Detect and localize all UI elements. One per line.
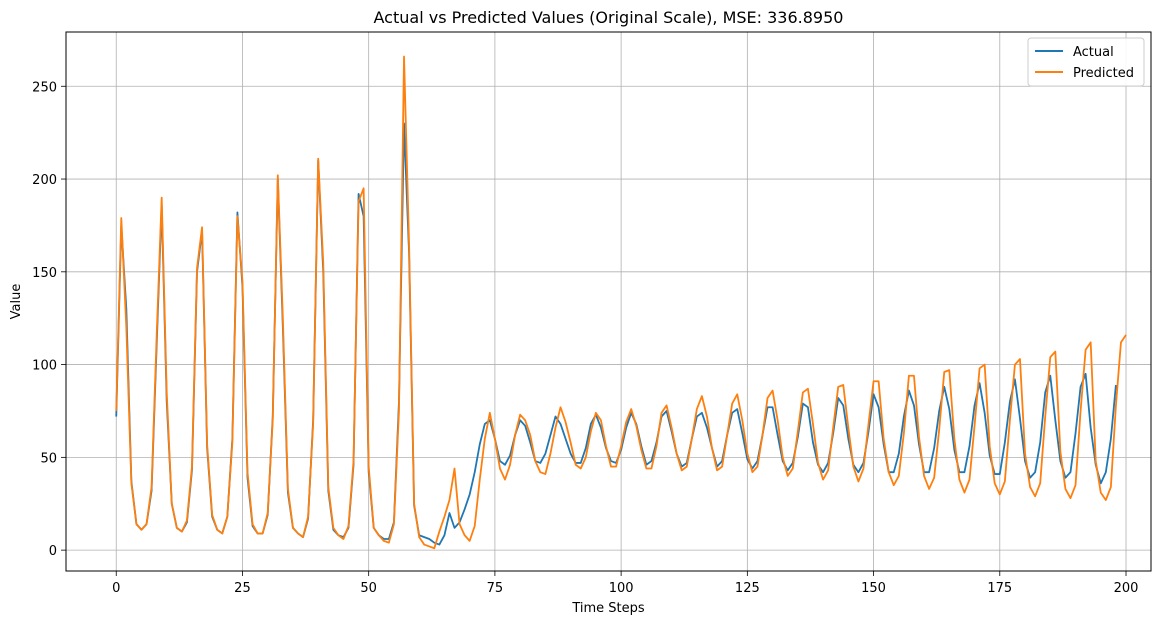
legend-label-predicted: Predicted: [1073, 66, 1134, 81]
x-tick-label: 150: [861, 581, 886, 596]
series-lines: [115, 55, 1127, 550]
chart-title: Actual vs Predicted Values (Original Sca…: [374, 8, 844, 27]
y-tick-label: 50: [40, 451, 57, 466]
x-tick-label: 175: [987, 581, 1012, 596]
x-tick-label: 25: [234, 581, 251, 596]
legend: Actual Predicted: [1027, 37, 1145, 87]
y-tick-label: 100: [32, 359, 57, 374]
legend-label-actual: Actual: [1073, 45, 1114, 60]
y-tick-label: 250: [32, 80, 57, 95]
y-tick-label: 150: [32, 266, 57, 281]
x-tick-label: 200: [1114, 581, 1139, 596]
x-tick-label: 75: [487, 581, 504, 596]
x-tick-label: 50: [360, 581, 377, 596]
x-tick-label: 100: [609, 581, 634, 596]
series-line-predicted: [115, 55, 1127, 550]
plot-frame: [65, 31, 1152, 572]
y-axis-ticks: 0 50 100 150 200 250: [32, 80, 66, 559]
x-axis-ticks: 0 25 50 75 100 125 150 175 200: [112, 571, 1138, 596]
y-axis-label: Value: [9, 284, 24, 320]
x-axis-label: Time Steps: [571, 601, 645, 616]
y-tick-label: 200: [32, 173, 57, 188]
y-tick-label: 0: [49, 544, 57, 559]
x-tick-label: 0: [112, 581, 120, 596]
x-tick-label: 125: [735, 581, 760, 596]
